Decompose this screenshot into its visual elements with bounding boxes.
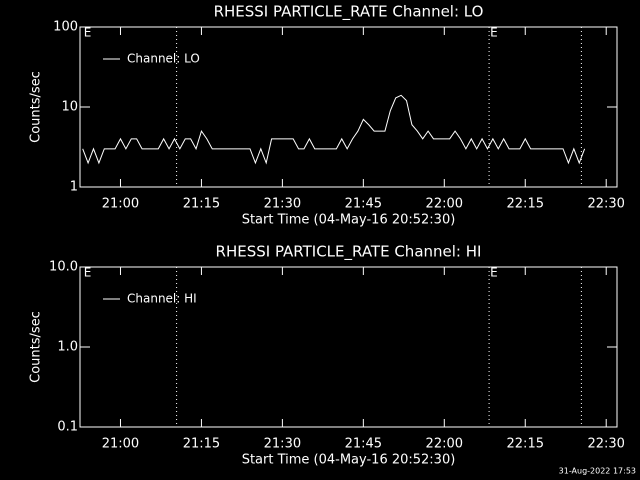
chart-title: RHESSI PARTICLE_RATE Channel: HI xyxy=(216,243,482,262)
data-line xyxy=(82,94,586,165)
x-tick-label: 21:00 xyxy=(102,197,139,212)
event-label: E xyxy=(490,266,498,280)
y-tick-label: 100 xyxy=(53,20,78,35)
y-tick-label: 1.0 xyxy=(57,340,78,355)
x-tick-label: 22:30 xyxy=(587,197,624,212)
x-tick-label: 21:15 xyxy=(183,437,220,452)
event-label: E xyxy=(490,26,498,40)
x-tick-label: 22:00 xyxy=(426,197,463,212)
chart-title: RHESSI PARTICLE_RATE Channel: LO xyxy=(214,3,484,22)
x-tick-label: 21:00 xyxy=(102,437,139,452)
y-tick-label: 0.1 xyxy=(57,420,78,435)
x-tick-label: 21:45 xyxy=(345,197,382,212)
x-tick-label: 21:30 xyxy=(264,197,301,212)
y-axis-label: Counts/sec xyxy=(29,71,44,143)
event-label: E xyxy=(84,266,92,280)
x-tick-label: 21:30 xyxy=(264,437,301,452)
x-tick-label: 22:15 xyxy=(507,197,544,212)
x-axis-label: Start Time (04-May-16 20:52:30) xyxy=(242,453,456,468)
x-tick-label: 22:00 xyxy=(426,437,463,452)
y-tick-label: 1 xyxy=(70,180,78,195)
y-tick-label: 10 xyxy=(61,100,78,115)
x-tick-label: 21:45 xyxy=(345,437,382,452)
event-label: E xyxy=(84,26,92,40)
y-axis-label: Counts/sec xyxy=(29,311,44,383)
x-tick-label: 22:15 xyxy=(507,437,544,452)
legend-label: Channel: HI xyxy=(127,292,197,306)
x-axis-label: Start Time (04-May-16 20:52:30) xyxy=(242,213,456,228)
footer: 31-Aug-2022 17:53 xyxy=(559,467,636,476)
x-tick-label: 21:15 xyxy=(183,197,220,212)
x-tick-label: 22:30 xyxy=(587,437,624,452)
legend-label: Channel: LO xyxy=(127,52,200,66)
y-tick-label: 10.0 xyxy=(49,260,78,275)
